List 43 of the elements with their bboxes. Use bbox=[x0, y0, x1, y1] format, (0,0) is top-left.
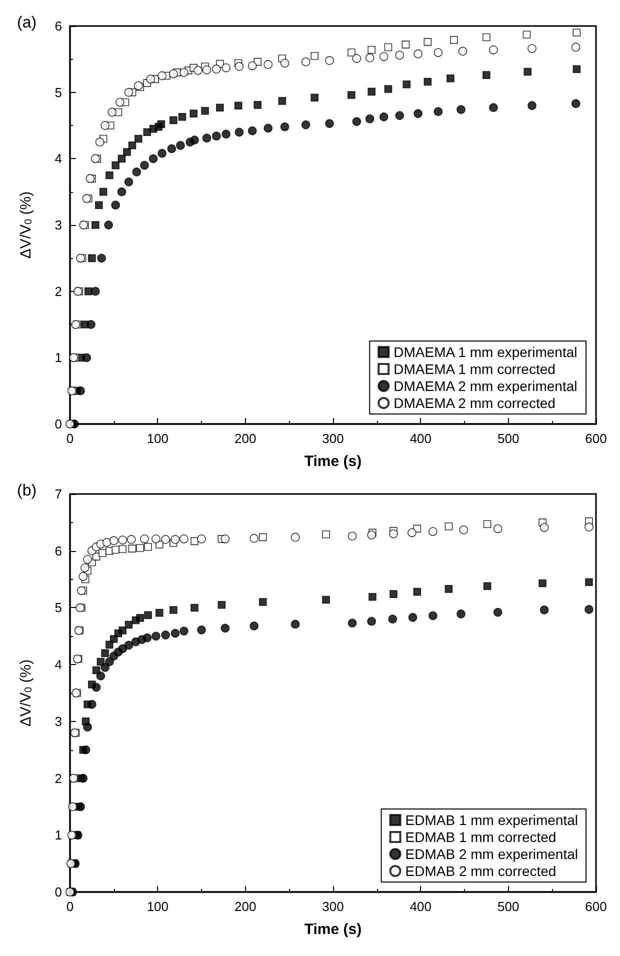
legend-label: EDMAB 2 mm corrected bbox=[405, 863, 556, 879]
x-tick-label: 100 bbox=[146, 431, 169, 446]
x-tick-label: 600 bbox=[585, 431, 607, 446]
y-tick-label: 6 bbox=[54, 18, 62, 34]
x-tick-label: 500 bbox=[497, 431, 520, 446]
y-tick-label: 7 bbox=[54, 486, 62, 502]
legend-label: EDMAB 1 mm experimental bbox=[405, 812, 578, 828]
y-tick-label: 2 bbox=[54, 284, 62, 299]
legend-label: DMAEMA 2 mm experimental bbox=[394, 378, 578, 394]
x-tick-label: 0 bbox=[66, 431, 74, 446]
legend-label: DMAEMA 1 mm experimental bbox=[394, 344, 578, 360]
legend-label: EDMAB 1 mm corrected bbox=[405, 829, 556, 845]
y-tick-label: 5 bbox=[54, 600, 62, 616]
y-tick-label: 0 bbox=[54, 884, 62, 900]
x-tick-label: 300 bbox=[322, 431, 344, 446]
x-tick-label: 600 bbox=[585, 899, 607, 914]
x-tick-label: 0 bbox=[66, 899, 74, 914]
y-tick-label: 4 bbox=[54, 657, 62, 672]
x-tick-label: 300 bbox=[322, 899, 344, 914]
x-tick-label: 200 bbox=[234, 899, 256, 914]
y-tick-label: 2 bbox=[54, 770, 62, 786]
x-tick-label: 400 bbox=[410, 431, 432, 446]
x-axis-title: Time (s) bbox=[304, 453, 362, 470]
y-tick-label: 6 bbox=[54, 543, 62, 558]
y-tick-label: 3 bbox=[54, 218, 62, 232]
y-tick-label: 0 bbox=[54, 416, 62, 432]
y-axis-title: ΔV/V0 (%) bbox=[18, 191, 34, 259]
legend-label: DMAEMA 2 mm corrected bbox=[394, 395, 556, 411]
x-tick-label: 200 bbox=[234, 431, 256, 446]
x-axis-title: Time (s) bbox=[304, 921, 362, 938]
x-tick-label: 100 bbox=[146, 899, 169, 914]
y-axis-title: ΔV/V0 (%) bbox=[18, 659, 34, 727]
x-tick-label: 500 bbox=[497, 899, 520, 914]
y-tick-label: 4 bbox=[54, 151, 62, 166]
chart-title: (a) bbox=[17, 14, 37, 32]
y-tick-label: 5 bbox=[54, 84, 62, 100]
y-tick-label: 1 bbox=[54, 350, 62, 366]
chart-title: (b) bbox=[17, 482, 37, 500]
legend-label: EDMAB 2 mm experimental bbox=[405, 846, 578, 862]
y-tick-label: 3 bbox=[54, 714, 62, 729]
x-tick-label: 400 bbox=[410, 899, 432, 914]
y-tick-label: 1 bbox=[54, 828, 62, 843]
legend-label: DMAEMA 1 mm corrected bbox=[394, 361, 556, 377]
